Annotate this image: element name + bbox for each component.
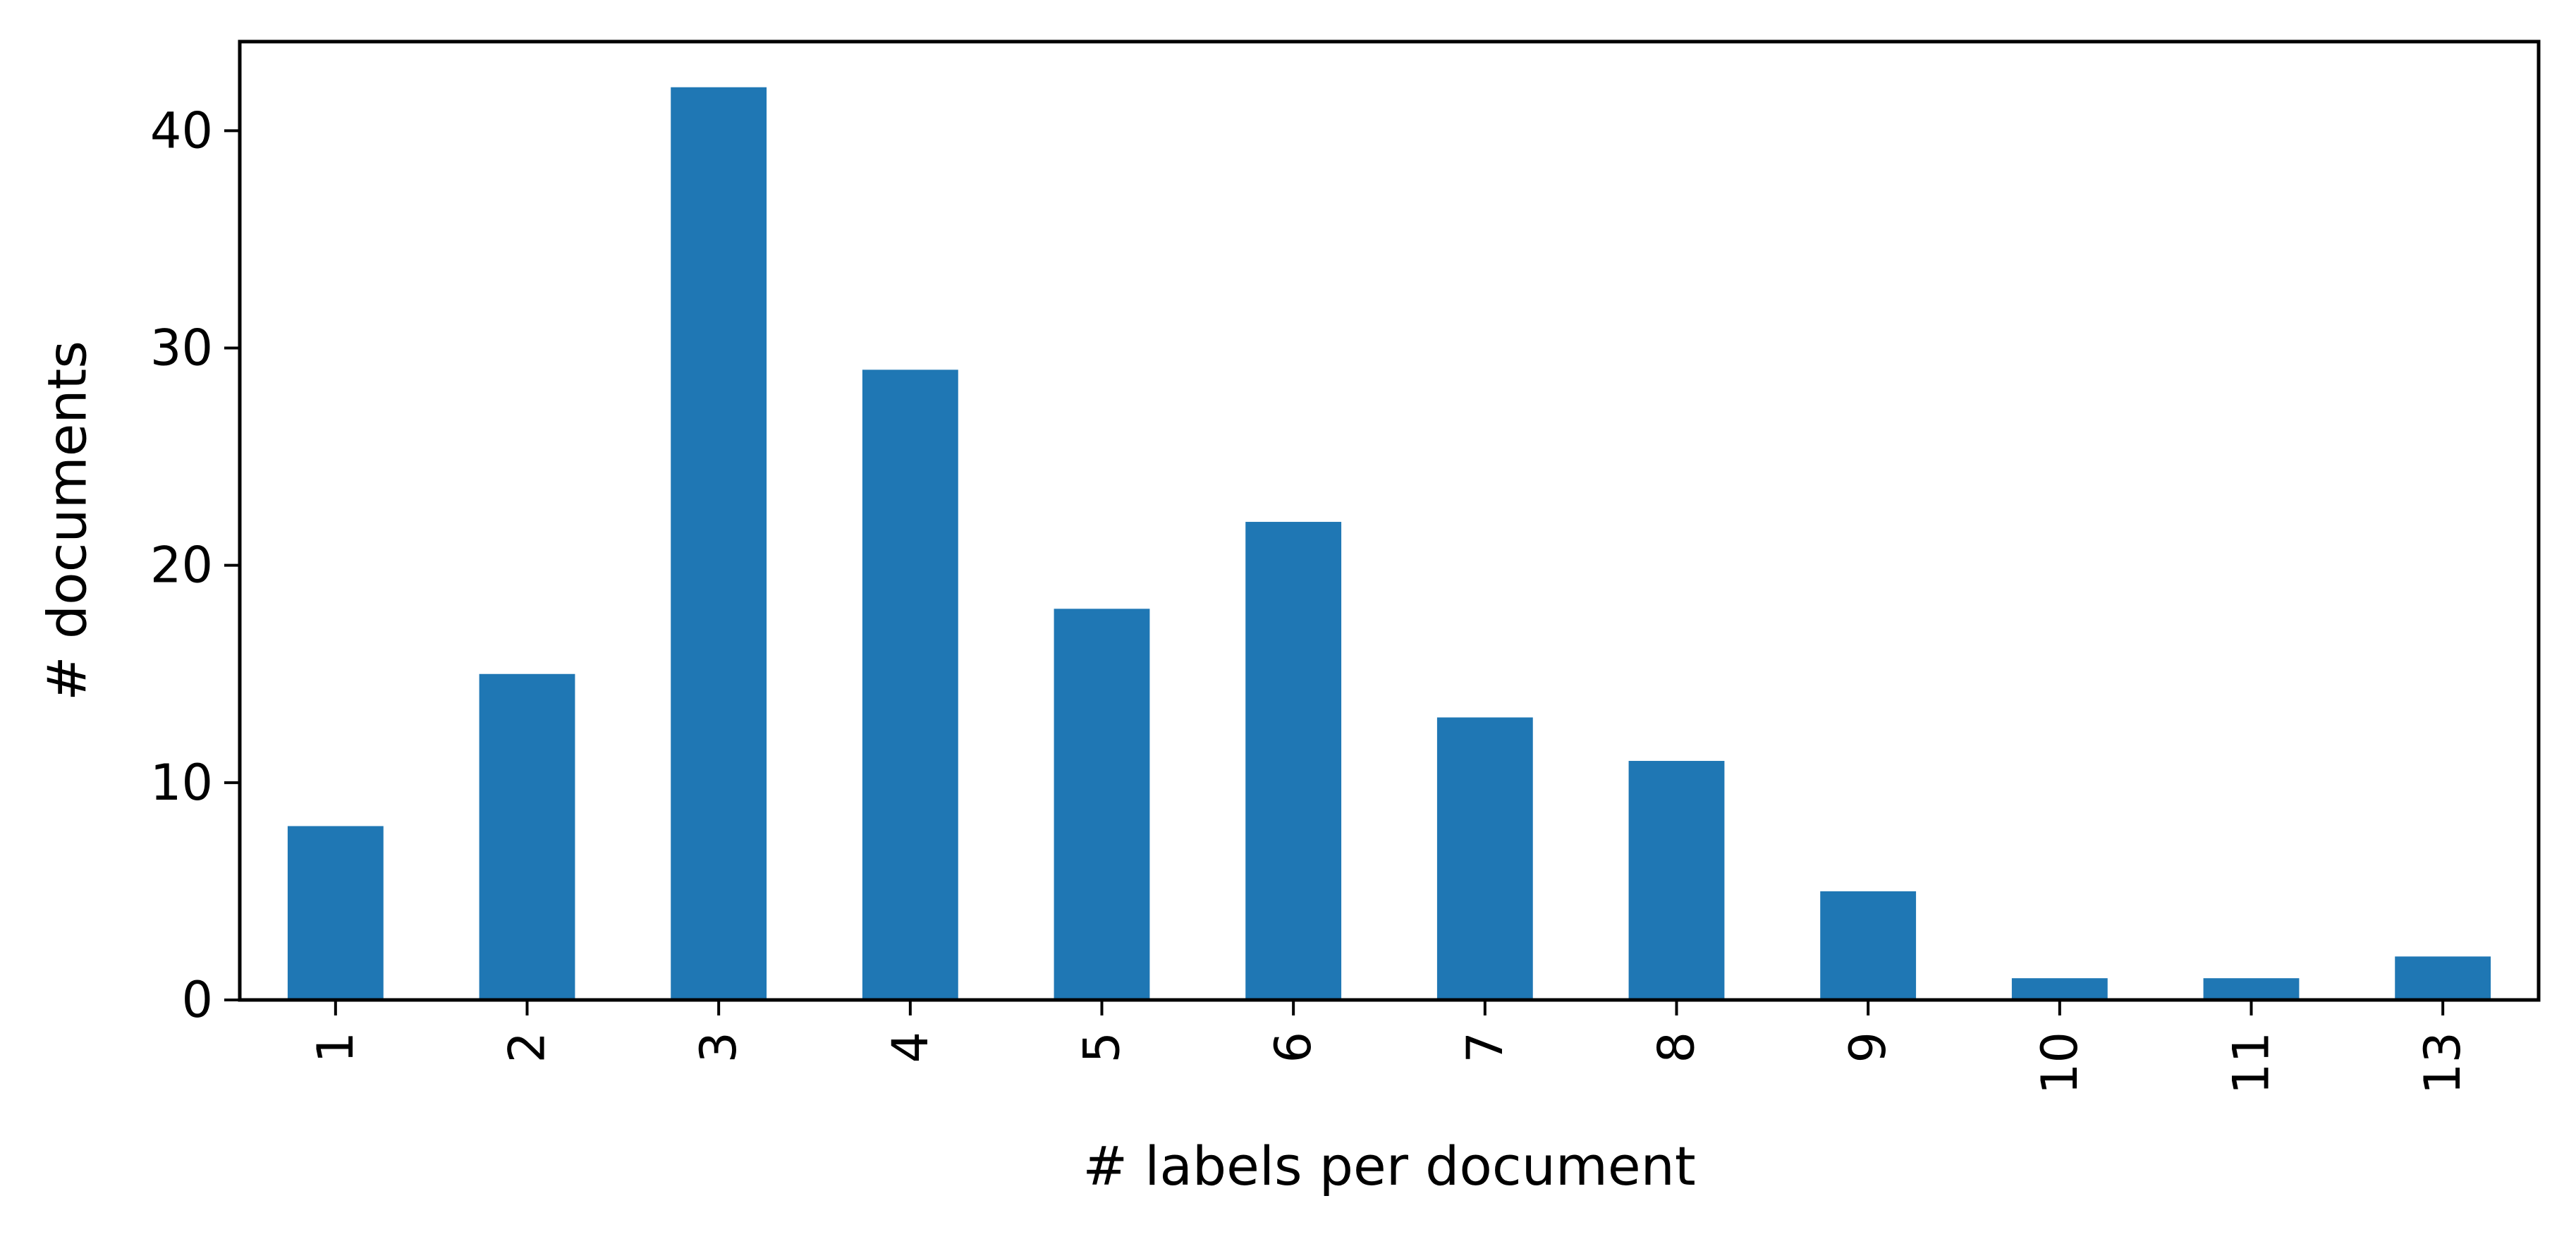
x-tick-label-9: 9 — [1839, 1032, 1897, 1063]
x-tick-label-2: 2 — [499, 1032, 556, 1063]
y-tick-label-40: 40 — [150, 102, 213, 159]
y-tick-label-10: 10 — [150, 754, 213, 812]
plot-frame — [238, 39, 2541, 1002]
x-axis-label: # labels per document — [1082, 1135, 1695, 1197]
bar-7 — [1436, 717, 1533, 1000]
y-axis-label: # documents — [36, 341, 99, 701]
bar-8 — [1628, 761, 1725, 1000]
bar-3 — [671, 87, 767, 1001]
x-tick-label-4: 4 — [881, 1032, 939, 1063]
x-tick-label-7: 7 — [1456, 1032, 1514, 1063]
y-axis-ticks: 0 10 20 30 40 — [150, 102, 240, 1029]
x-tick-label-1: 1 — [307, 1032, 365, 1063]
bar-6 — [1245, 522, 1342, 1000]
x-tick-label-13: 13 — [2414, 1032, 2472, 1094]
x-tick-label-6: 6 — [1264, 1032, 1322, 1063]
x-tick-label-8: 8 — [1648, 1032, 1706, 1063]
bar-4 — [862, 370, 958, 1000]
x-tick-label-11: 11 — [2223, 1032, 2281, 1094]
x-tick-label-3: 3 — [690, 1032, 747, 1063]
bar-2 — [479, 673, 575, 1000]
bar-11 — [2203, 978, 2300, 1000]
bar-5 — [1054, 609, 1150, 1000]
bars-layer — [287, 87, 2491, 1001]
x-tick-label-5: 5 — [1073, 1032, 1131, 1063]
y-tick-label-0: 0 — [181, 971, 213, 1029]
y-tick-label-20: 20 — [150, 537, 213, 594]
y-tick-label-30: 30 — [150, 319, 213, 377]
bar-10 — [2011, 978, 2108, 1000]
x-tick-label-10: 10 — [2031, 1032, 2089, 1094]
bar-1 — [287, 826, 384, 1000]
bar-13 — [2395, 956, 2491, 1000]
bar-9 — [1820, 891, 1917, 1000]
x-axis-ticks: 1 2 3 4 5 6 7 8 9 10 11 13 — [307, 1000, 2472, 1094]
